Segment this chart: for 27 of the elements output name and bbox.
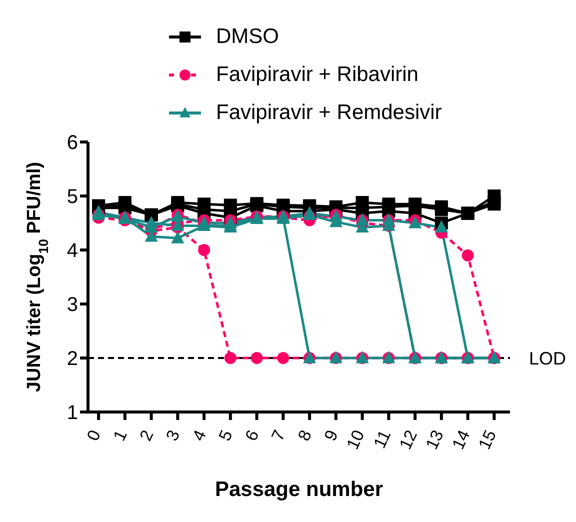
x-tick-label: 5	[215, 427, 236, 444]
x-tick-label: 4	[188, 427, 210, 444]
x-tick-label: 8	[294, 427, 316, 444]
y-tick-label: 2	[66, 348, 78, 370]
x-tick-label: 10	[343, 427, 368, 452]
y-tick-label: 6	[66, 132, 78, 154]
legend-label: DMSO	[216, 25, 279, 49]
x-tick-label: 3	[162, 427, 184, 444]
x-tick-label: 2	[136, 427, 158, 444]
legend-label: Favipiravir + Ribavirin	[216, 63, 418, 87]
y-tick-label: 5	[66, 186, 78, 208]
x-tick-label: 15	[474, 427, 500, 452]
x-tick-label: 9	[320, 427, 342, 444]
y-tick-label: 4	[66, 240, 78, 262]
x-tick-label: 13	[422, 427, 448, 452]
y-tick-label: 3	[66, 294, 78, 316]
x-tick-label: 14	[448, 427, 474, 452]
ref-line-label: LOD	[529, 348, 566, 368]
y-tick-label: 1	[66, 402, 78, 424]
x-tick-label: 7	[268, 427, 290, 444]
legend-label: Favipiravir + Remdesivir	[216, 101, 442, 125]
x-tick-label: 1	[110, 427, 131, 444]
x-tick-label: 0	[83, 427, 105, 444]
x-tick-label: 12	[396, 427, 422, 452]
x-tick-label: 6	[242, 427, 263, 444]
x-axis-title: Passage number	[214, 478, 384, 501]
x-tick-label: 11	[370, 427, 395, 452]
